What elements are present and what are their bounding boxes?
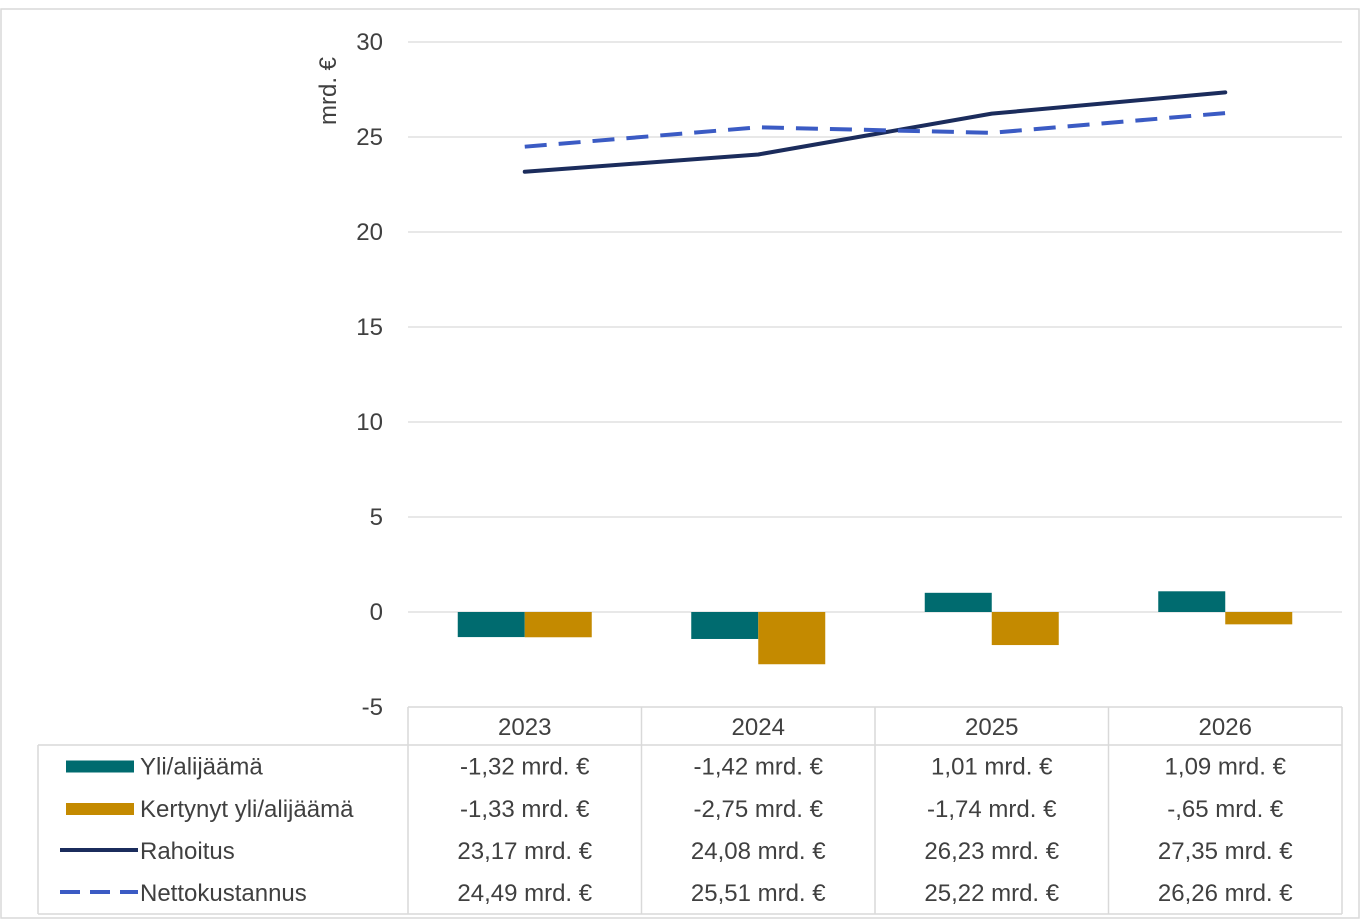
- data-label: 26,23 mrd. €: [924, 838, 1059, 865]
- bars: [457, 591, 1293, 665]
- data-label: 26,26 mrd. €: [1158, 880, 1293, 907]
- y-tick-label: 20: [356, 219, 383, 246]
- category-label: 2026: [1199, 714, 1252, 741]
- y-axis-label: mrd. €: [315, 56, 342, 125]
- line-nettokustannus: [524, 111, 1226, 149]
- bar-yli-alij-m--2024: [691, 612, 759, 639]
- bar-kertynyt-yli-alij-m--2023: [524, 612, 592, 638]
- data-label: -1,32 mrd. €: [460, 754, 590, 781]
- category-label: 2024: [732, 714, 785, 741]
- y-tick-label: 30: [356, 29, 383, 56]
- legend-entry: Nettokustannus: [140, 880, 307, 907]
- y-tick-label: 5: [370, 504, 383, 531]
- category-label: 2023: [498, 714, 551, 741]
- bar-kertynyt-yli-alij-m--2025: [991, 612, 1059, 646]
- legend-entry: Rahoitus: [140, 838, 235, 865]
- data-label: 27,35 mrd. €: [1158, 838, 1293, 865]
- category-label: 2025: [965, 714, 1018, 741]
- y-axis-ticks: -5 0 5 10 15 20 25 30: [356, 29, 383, 721]
- data-label: -1,33 mrd. €: [460, 796, 590, 823]
- bar-kertynyt-yli-alij-m--2026: [1225, 612, 1293, 625]
- data-label: 24,08 mrd. €: [691, 838, 826, 865]
- bar-yli-alij-m--2023: [457, 612, 525, 638]
- data-label: -1,42 mrd. €: [694, 754, 824, 781]
- legend-entry: Yli/alijäämä: [140, 754, 263, 781]
- legend-entry: Kertynyt yli/alijäämä: [140, 796, 354, 823]
- legend-key: [66, 803, 134, 815]
- data-label: 24,49 mrd. €: [457, 880, 592, 907]
- y-tick-label: 10: [356, 409, 383, 436]
- lines: [522, 90, 1228, 174]
- data-label: 1,01 mrd. €: [931, 754, 1053, 781]
- data-label: -1,74 mrd. €: [927, 796, 1057, 823]
- line-rahoitus: [522, 90, 1228, 174]
- data-label: 1,09 mrd. €: [1165, 754, 1287, 781]
- data-table: 2023 2024 2025 2026 Yli/alijäämä -1,32 mrd. €…: [37, 706, 1343, 915]
- data-label: -2,75 mrd. €: [694, 796, 824, 823]
- data-label: 23,17 mrd. €: [457, 838, 592, 865]
- y-tick-label: -5: [362, 694, 383, 721]
- chart-border: [0, 8, 1360, 919]
- y-tick-label: 25: [356, 124, 383, 151]
- bar-yli-alij-m--2026: [1158, 591, 1226, 612]
- data-label: 25,22 mrd. €: [924, 880, 1059, 907]
- bar-yli-alij-m--2025: [924, 592, 992, 612]
- y-tick-label: 15: [356, 314, 383, 341]
- legend-key: [66, 760, 134, 773]
- gridlines: [408, 41, 1342, 613]
- data-label: 25,51 mrd. €: [691, 880, 826, 907]
- bar-kertynyt-yli-alij-m--2024: [758, 612, 826, 665]
- data-label: -,65 mrd. €: [1167, 796, 1284, 823]
- y-tick-label: 0: [370, 599, 383, 626]
